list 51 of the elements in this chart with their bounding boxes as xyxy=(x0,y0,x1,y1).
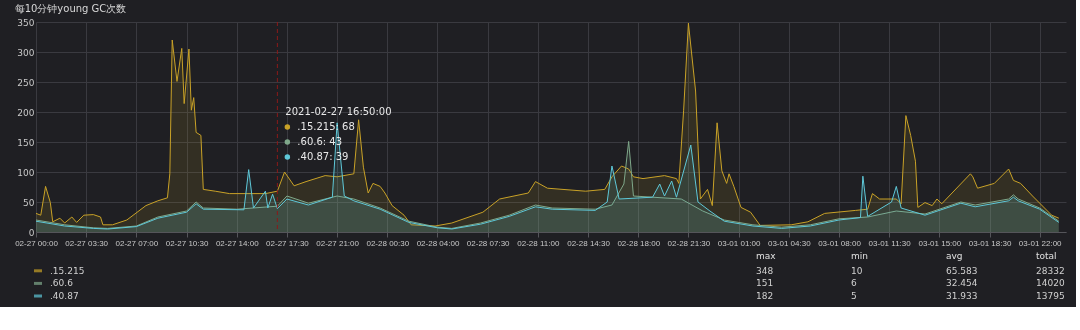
text: avg xyxy=(946,251,963,262)
x-tick-label: 03-01 11:30 xyxy=(868,238,912,248)
text: 10 xyxy=(851,265,863,276)
y-tick-label: 300 xyxy=(17,47,35,58)
text: 348 xyxy=(756,265,774,276)
legend-label: .40.87 xyxy=(50,291,79,301)
x-tick-label: 02-28 07:30 xyxy=(466,238,511,248)
x-tick-label: 02-28 18:00 xyxy=(617,238,661,248)
text: 151 xyxy=(756,278,774,289)
x-tick-label: 03-01 22:00 xyxy=(1018,238,1063,248)
x-tick-label: 03-01 18:30 xyxy=(968,238,1012,248)
x-tick-label: 02-28 11:00 xyxy=(517,238,560,248)
y-tick-label: 200 xyxy=(17,107,35,118)
x-tick-label: 02-28 00:30 xyxy=(366,238,410,248)
text: 6 xyxy=(851,278,857,289)
x-tick-label: 02-27 17:30 xyxy=(266,238,310,248)
text: 182 xyxy=(756,291,774,301)
text: 14020 xyxy=(1036,278,1065,289)
text: 31.933 xyxy=(946,291,978,301)
annotation: 2021-02-27 16:50:00 xyxy=(285,106,392,117)
text: min xyxy=(851,251,868,262)
chart-title: 每10分钟young GC次数 xyxy=(14,3,127,14)
x-tick-label: 02-27 03:30 xyxy=(65,238,109,248)
x-tick-label: 03-01 04:30 xyxy=(767,238,812,248)
x-tick-label: 02-28 14:30 xyxy=(567,238,611,248)
y-tick-label: 100 xyxy=(17,167,35,178)
y-tick-label: 350 xyxy=(17,17,35,28)
x-tick-label: 02-28 21:30 xyxy=(667,238,711,248)
text: 65.583 xyxy=(946,265,978,276)
x-tick-label: 02-27 07:00 xyxy=(115,238,159,248)
text: 5 xyxy=(851,291,857,301)
x-tick-label: 02-27 10:30 xyxy=(165,238,209,248)
text: total xyxy=(1036,251,1057,262)
text: 32.454 xyxy=(946,278,978,289)
x-tick-label: 02-27 21:00 xyxy=(316,238,360,248)
y-tick-label: 250 xyxy=(17,77,35,88)
x-tick-label: 02-27 00:00 xyxy=(15,238,59,248)
x-tick-label: 02-27 14:00 xyxy=(215,238,260,248)
x-tick-label: 03-01 01:00 xyxy=(717,238,761,248)
y-tick-label: 150 xyxy=(17,137,35,148)
legend-label: .60.6 xyxy=(50,278,74,289)
x-tick-label: 02-28 04:00 xyxy=(416,238,460,248)
annotation: .60.6: 43 xyxy=(297,136,343,147)
text: 28332 xyxy=(1036,265,1065,276)
x-tick-label: 03-01 08:00 xyxy=(818,238,862,248)
legend-label: .15.215 xyxy=(50,265,85,276)
y-tick-label: 50 xyxy=(23,197,35,208)
x-tick-label: 03-01 15:00 xyxy=(918,238,962,248)
text: 13795 xyxy=(1036,291,1065,301)
y-tick-label: 0 xyxy=(28,227,35,238)
text: max xyxy=(756,251,777,262)
